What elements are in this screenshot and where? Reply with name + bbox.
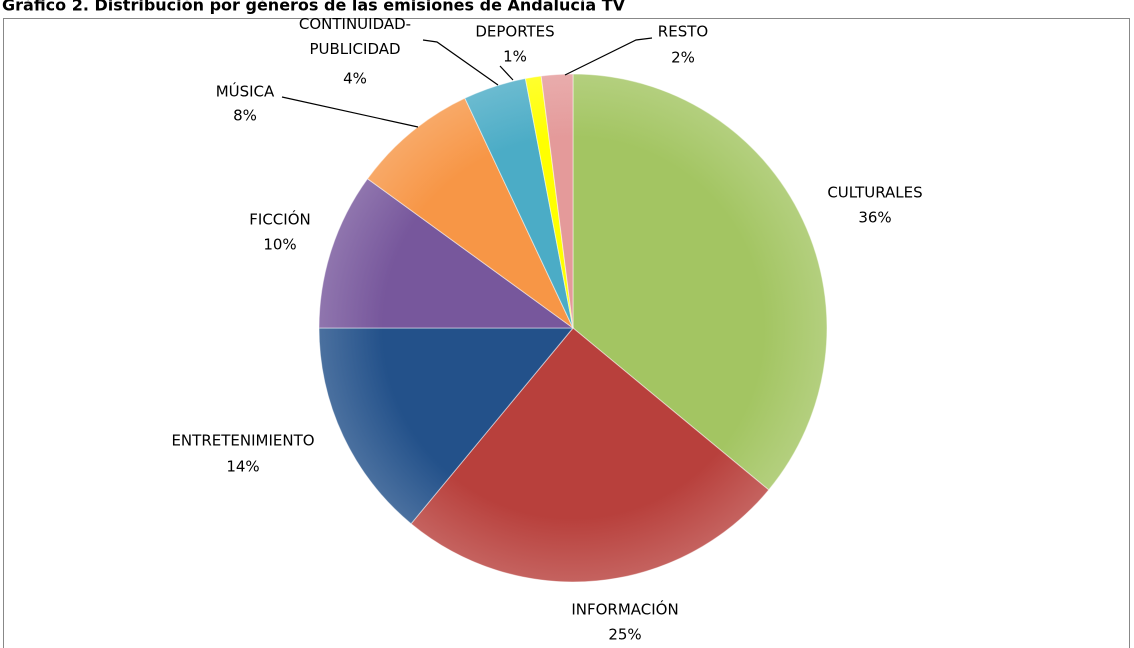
slice-label: CONTINUIDAD-PUBLICIDAD — [299, 15, 411, 58]
slice-value-label: 10% — [263, 236, 296, 254]
leader-line — [422, 39, 499, 86]
pie-slice — [572, 73, 828, 491]
slice-value-label: 1% — [503, 48, 527, 66]
leader-line — [281, 96, 419, 128]
pie-slice — [318, 178, 575, 329]
slice-value-label: 4% — [343, 70, 367, 88]
leader-line — [564, 37, 653, 76]
slice-label: INFORMACIÓN — [571, 600, 678, 619]
slice-value-label: 2% — [671, 49, 695, 67]
slice-label: ENTRETENIMIENTO — [171, 432, 314, 450]
slice-value-label: 36% — [858, 209, 891, 227]
leader-line — [499, 65, 514, 81]
slice-label: RESTO — [658, 23, 708, 41]
pie-slice — [410, 327, 770, 583]
slice-label: MÚSICA — [216, 82, 275, 101]
slice-label: CULTURALES — [827, 184, 922, 202]
slice-value-label: 25% — [608, 626, 641, 644]
slice-label: DEPORTES — [475, 23, 554, 41]
chart-frame — [3, 18, 1130, 648]
slice-value-label: 8% — [233, 107, 257, 125]
slice-label: FICCIÓN — [249, 210, 310, 229]
pie-slice — [366, 97, 574, 329]
slice-value-label: 14% — [226, 458, 259, 476]
pie-slice — [540, 73, 574, 329]
pie-slice — [318, 327, 575, 525]
chart-title: Gráfico 2. Distribución por géneros de l… — [2, 0, 626, 15]
